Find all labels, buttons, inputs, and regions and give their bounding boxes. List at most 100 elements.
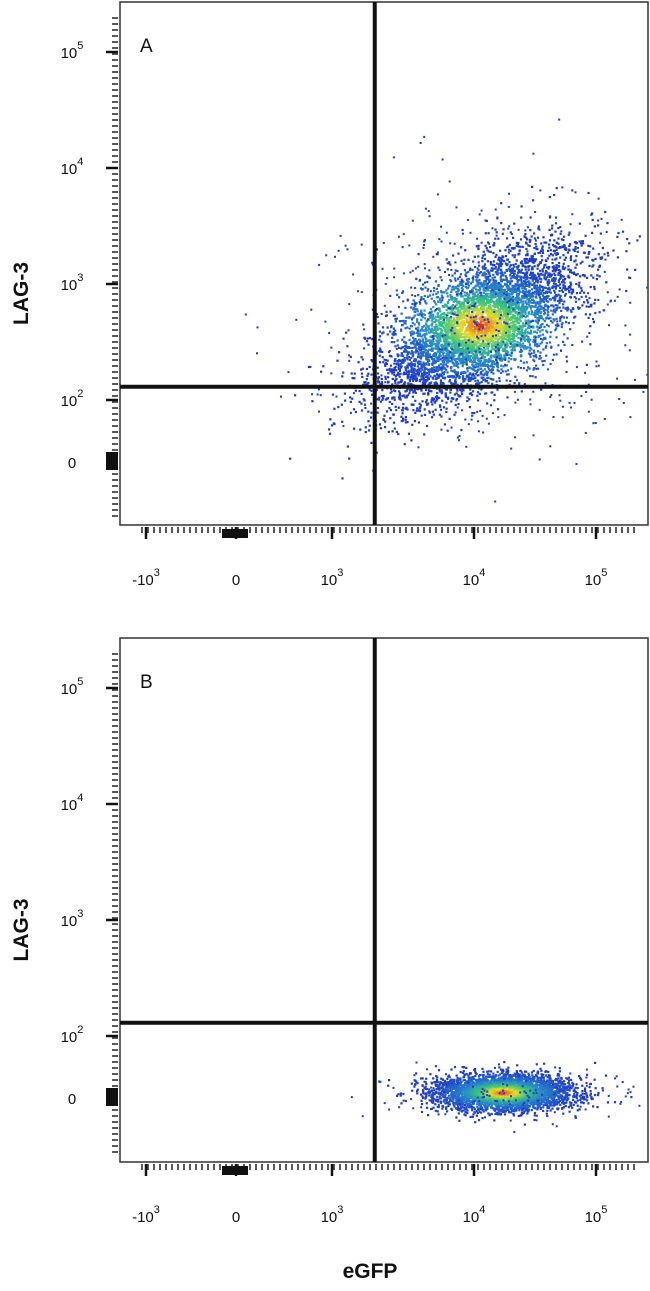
event-point [480, 347, 483, 350]
event-point [398, 368, 401, 371]
event-point [560, 326, 563, 329]
event-point [502, 314, 505, 318]
event-point [409, 352, 412, 355]
event-point [401, 409, 404, 412]
event-point [482, 299, 485, 302]
event-point [533, 265, 536, 268]
event-point [473, 298, 476, 301]
event-point [559, 286, 562, 289]
event-point [498, 313, 501, 316]
event-point [542, 300, 545, 304]
event-point [450, 298, 453, 301]
event-point [563, 281, 566, 284]
event-point [444, 324, 447, 327]
event-point [445, 368, 448, 371]
event-point [519, 270, 522, 273]
event-point [492, 354, 495, 357]
event-point [432, 359, 435, 362]
event-point [412, 306, 415, 309]
event-point [510, 354, 513, 357]
event-point [470, 354, 473, 358]
event-point [485, 323, 488, 326]
event-point [471, 268, 474, 271]
event-point [426, 275, 429, 278]
event-point [487, 322, 490, 325]
event-point [560, 289, 563, 292]
event-point [410, 333, 413, 336]
event-point [464, 323, 467, 326]
event-point [545, 286, 548, 290]
event-point [500, 336, 503, 339]
event-point [450, 369, 453, 372]
event-point [479, 338, 482, 341]
event-point [477, 334, 480, 337]
event-point [530, 329, 533, 332]
event-point [607, 254, 610, 257]
event-point [414, 377, 417, 380]
event-point [486, 402, 489, 405]
event-point [493, 337, 496, 340]
event-point [468, 293, 471, 297]
event-point [478, 278, 481, 282]
event-point [481, 307, 484, 311]
event-point [376, 411, 379, 414]
event-point [380, 377, 383, 381]
event-point [451, 376, 454, 379]
event-point [505, 237, 509, 240]
event-point [568, 291, 571, 294]
event-point [493, 304, 496, 307]
event-point [460, 353, 464, 356]
event-point [453, 393, 456, 396]
event-point [400, 381, 403, 384]
event-point [500, 280, 503, 283]
event-point [532, 275, 535, 279]
event-point [405, 316, 408, 319]
event-point [478, 362, 481, 366]
event-point [606, 222, 609, 225]
event-point [517, 308, 520, 311]
event-point [440, 369, 443, 372]
event-point [392, 334, 395, 337]
event-point [452, 288, 455, 291]
event-point [474, 285, 477, 288]
event-point [485, 370, 488, 373]
event-point [458, 315, 462, 319]
event-point [542, 363, 545, 366]
event-point [505, 327, 508, 330]
event-point [485, 326, 488, 329]
event-point [443, 305, 446, 308]
event-point [518, 318, 521, 321]
event-point [511, 333, 514, 336]
event-point [475, 275, 478, 278]
event-point [489, 319, 492, 322]
event-point [555, 253, 558, 256]
event-point [462, 353, 465, 356]
event-point [484, 297, 487, 300]
event-point [402, 319, 405, 322]
event-point [448, 375, 451, 378]
event-point [354, 410, 357, 414]
event-point [617, 231, 620, 235]
event-point [508, 288, 511, 291]
event-point [467, 308, 470, 311]
event-point [413, 375, 416, 378]
event-point [557, 279, 560, 282]
event-point [456, 375, 459, 378]
event-point [519, 333, 522, 336]
event-point [497, 344, 500, 347]
event-point [487, 328, 490, 331]
event-point [508, 243, 511, 246]
event-point [533, 232, 536, 235]
event-point [590, 213, 593, 216]
event-point [589, 325, 592, 328]
event-point [410, 367, 413, 370]
event-point [488, 311, 491, 314]
event-point [483, 271, 486, 274]
event-point [541, 294, 544, 297]
event-point [504, 328, 507, 331]
event-point [531, 260, 534, 263]
event-point [538, 357, 541, 360]
event-point [435, 356, 438, 359]
event-point [471, 335, 474, 338]
event-point [465, 298, 468, 301]
